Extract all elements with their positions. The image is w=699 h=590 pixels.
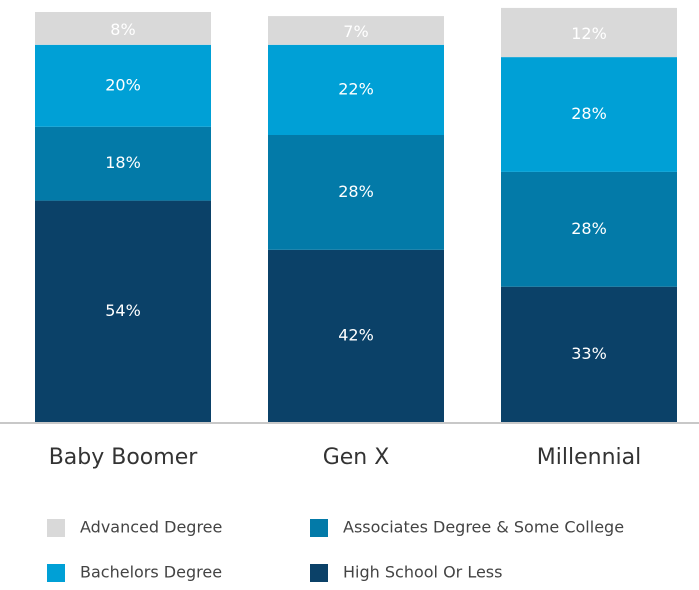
data-label: 22% xyxy=(338,79,374,98)
bar-segment xyxy=(35,44,211,127)
data-label: 42% xyxy=(338,325,374,344)
bar-segment xyxy=(35,126,211,201)
bar-segment xyxy=(501,57,677,172)
data-label: 33% xyxy=(571,344,607,363)
legend-label: Advanced Degree xyxy=(80,518,222,537)
bar-segment xyxy=(268,44,444,135)
bar-segment xyxy=(501,286,677,422)
bar-segment xyxy=(501,7,677,58)
data-label: 8% xyxy=(110,20,135,39)
data-label: 54% xyxy=(105,301,141,320)
data-label: 28% xyxy=(571,219,607,238)
legend-swatch xyxy=(47,564,65,582)
legend-swatch xyxy=(47,519,65,537)
data-label: 20% xyxy=(105,75,141,94)
data-label: 28% xyxy=(571,104,607,123)
data-label: 28% xyxy=(338,182,374,201)
bar-segment xyxy=(268,16,444,45)
x-tick-label: Baby Boomer xyxy=(49,445,199,470)
bar-segment xyxy=(268,249,444,422)
data-label: 12% xyxy=(571,24,607,43)
bar-segment xyxy=(268,135,444,250)
data-label: 7% xyxy=(343,22,368,41)
legend-swatch xyxy=(310,519,328,537)
bar-segment xyxy=(35,12,211,45)
legend-label: High School Or Less xyxy=(343,563,502,582)
data-label: 18% xyxy=(105,153,141,172)
legend-swatch xyxy=(310,564,328,582)
x-tick-label: Millennial xyxy=(537,445,641,470)
bar-segment xyxy=(501,171,677,287)
legend-label: Associates Degree & Some College xyxy=(343,518,624,537)
x-tick-label: Gen X xyxy=(323,445,390,470)
bar-segment xyxy=(35,200,211,422)
legend-label: Bachelors Degree xyxy=(80,563,222,582)
